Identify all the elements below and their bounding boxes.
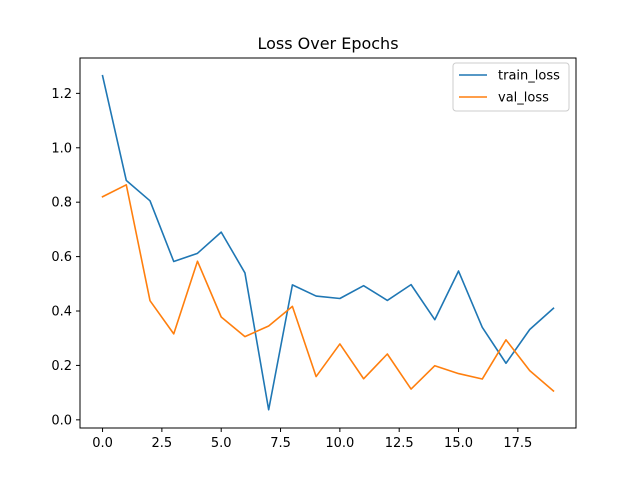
x-tick-label: 5.0 <box>211 436 232 451</box>
x-tick-label: 15.0 <box>444 436 473 451</box>
y-tick-label: 0.4 <box>51 305 72 320</box>
plot-area <box>101 74 555 411</box>
y-tick-label: 0.0 <box>51 413 72 428</box>
x-tick-label: 2.5 <box>152 436 173 451</box>
series-line-val-loss <box>101 183 555 393</box>
y-tick-label: 1.0 <box>51 141 72 156</box>
y-tick-label: 0.8 <box>51 196 72 211</box>
x-tick-label: 0.0 <box>92 436 113 451</box>
y-tick-label: 0.2 <box>51 359 72 374</box>
legend-label-train-loss: train_loss <box>498 69 560 84</box>
axes: 0.0 2.5 5.0 7.5 10.0 12.5 15.0 17.5 0.0 0.2 0.4 0.6… <box>51 57 577 451</box>
y-tick-label: 1.2 <box>51 87 72 102</box>
axes-frame <box>79 57 577 429</box>
chart-title: Loss Over Epochs <box>257 34 398 53</box>
x-tick-label: 10.0 <box>325 436 354 451</box>
y-tick-label: 0.6 <box>51 250 72 265</box>
x-tick-label: 7.5 <box>270 436 291 451</box>
legend: train_loss val_loss <box>452 62 570 112</box>
x-tick-label: 12.5 <box>385 436 414 451</box>
x-tick-label: 17.5 <box>503 436 532 451</box>
series-line-train-loss <box>101 74 555 411</box>
legend-label-val-loss: val_loss <box>498 91 549 106</box>
